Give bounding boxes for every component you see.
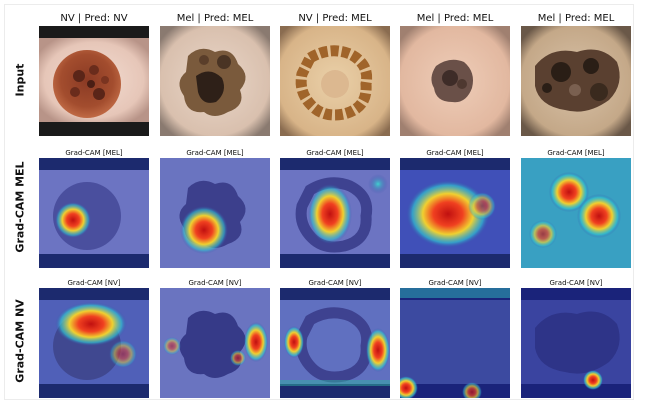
gradcam-nv-title: Grad-CAM [NV] [308, 279, 362, 287]
column-title: Mel | Pred: MEL [176, 13, 254, 24]
column-title: Mel | Pred: MEL [537, 13, 615, 24]
gradcam-nv-title: Grad-CAM [NV] [188, 279, 242, 287]
gradcam-mel-title: Grad-CAM [MEL] [547, 149, 605, 157]
gradcam-mel-title: Grad-CAM [MEL] [306, 149, 364, 157]
gradcam-nv-title: Grad-CAM [NV] [549, 279, 603, 287]
figure-frame [4, 4, 634, 400]
gradcam-nv-heatmap [521, 288, 631, 398]
gradcam-mel-heatmap [280, 158, 390, 268]
input-image-mel-3 [521, 26, 631, 136]
gradcam-mel-heatmap [39, 158, 149, 268]
column-title: NV | Pred: MEL [298, 13, 372, 24]
gradcam-nv-title: Grad-CAM [NV] [428, 279, 482, 287]
input-image-nv-misclassified [280, 26, 390, 136]
column-title: NV | Pred: NV [60, 13, 128, 24]
column-title: Mel | Pred: MEL [416, 13, 494, 24]
row-label-gradcam-mel: Grad-CAM MEL [13, 161, 27, 253]
row-label-input: Input [13, 63, 27, 97]
input-image-nv-benign [39, 26, 149, 136]
input-image-mel-2 [400, 26, 510, 136]
gradcam-mel-title: Grad-CAM [MEL] [65, 149, 123, 157]
gradcam-mel-heatmap [400, 158, 510, 268]
gradcam-mel-title: Grad-CAM [MEL] [186, 149, 244, 157]
gradcam-mel-title: Grad-CAM [MEL] [426, 149, 484, 157]
gradcam-nv-heatmap [160, 288, 270, 398]
input-image-mel-1 [160, 26, 270, 136]
gradcam-nv-heatmap [39, 288, 149, 398]
gradcam-mel-heatmap [521, 158, 631, 268]
gradcam-nv-title: Grad-CAM [NV] [67, 279, 121, 287]
gradcam-nv-heatmap [400, 288, 510, 398]
row-label-gradcam-nv: Grad-CAM NV [13, 299, 27, 383]
gradcam-nv-heatmap [280, 288, 390, 398]
gradcam-mel-heatmap [160, 158, 270, 268]
